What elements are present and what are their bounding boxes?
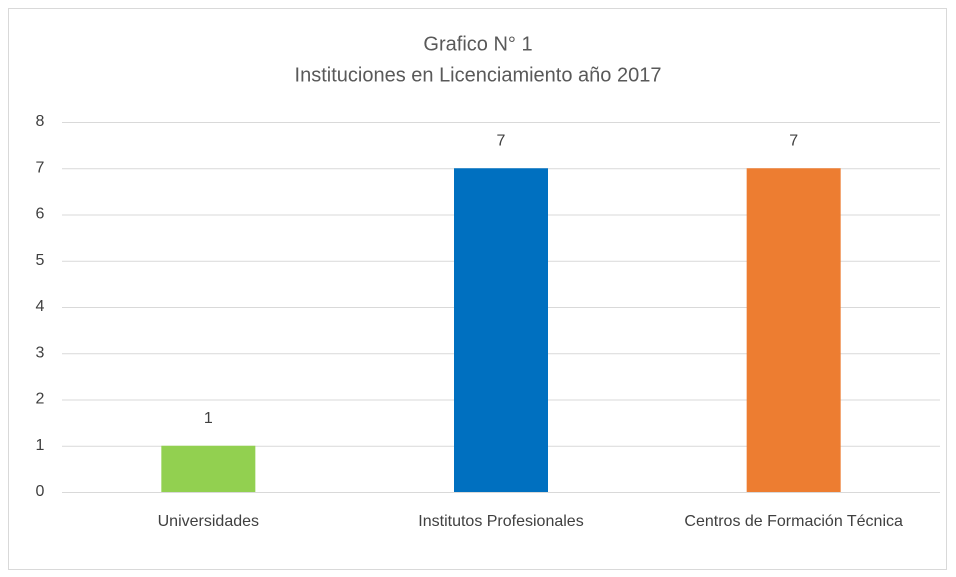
y-tick-label: 1: [36, 437, 45, 454]
data-label: 7: [497, 132, 506, 149]
x-tick-label: Universidades: [158, 513, 259, 530]
bar: [161, 445, 256, 492]
y-tick-label: 6: [36, 206, 45, 223]
bar: [454, 168, 548, 492]
y-tick-label: 5: [36, 252, 45, 269]
x-tick-label: Centros de Formación Técnica: [684, 513, 903, 530]
chart-title: Grafico N° 1: [423, 33, 532, 55]
chart-subtitle: Instituciones en Licenciamiento año 2017: [295, 64, 662, 86]
x-tick-label: Institutos Profesionales: [418, 513, 583, 530]
y-tick-label: 4: [36, 298, 45, 315]
y-tick-label: 0: [36, 483, 45, 500]
data-label: 7: [789, 132, 798, 149]
y-tick-label: 3: [36, 344, 45, 361]
bar: [746, 168, 841, 492]
y-tick-label: 8: [36, 113, 45, 130]
y-tick-label: 7: [36, 159, 45, 176]
data-label: 1: [204, 410, 213, 427]
y-tick-label: 2: [36, 391, 45, 408]
